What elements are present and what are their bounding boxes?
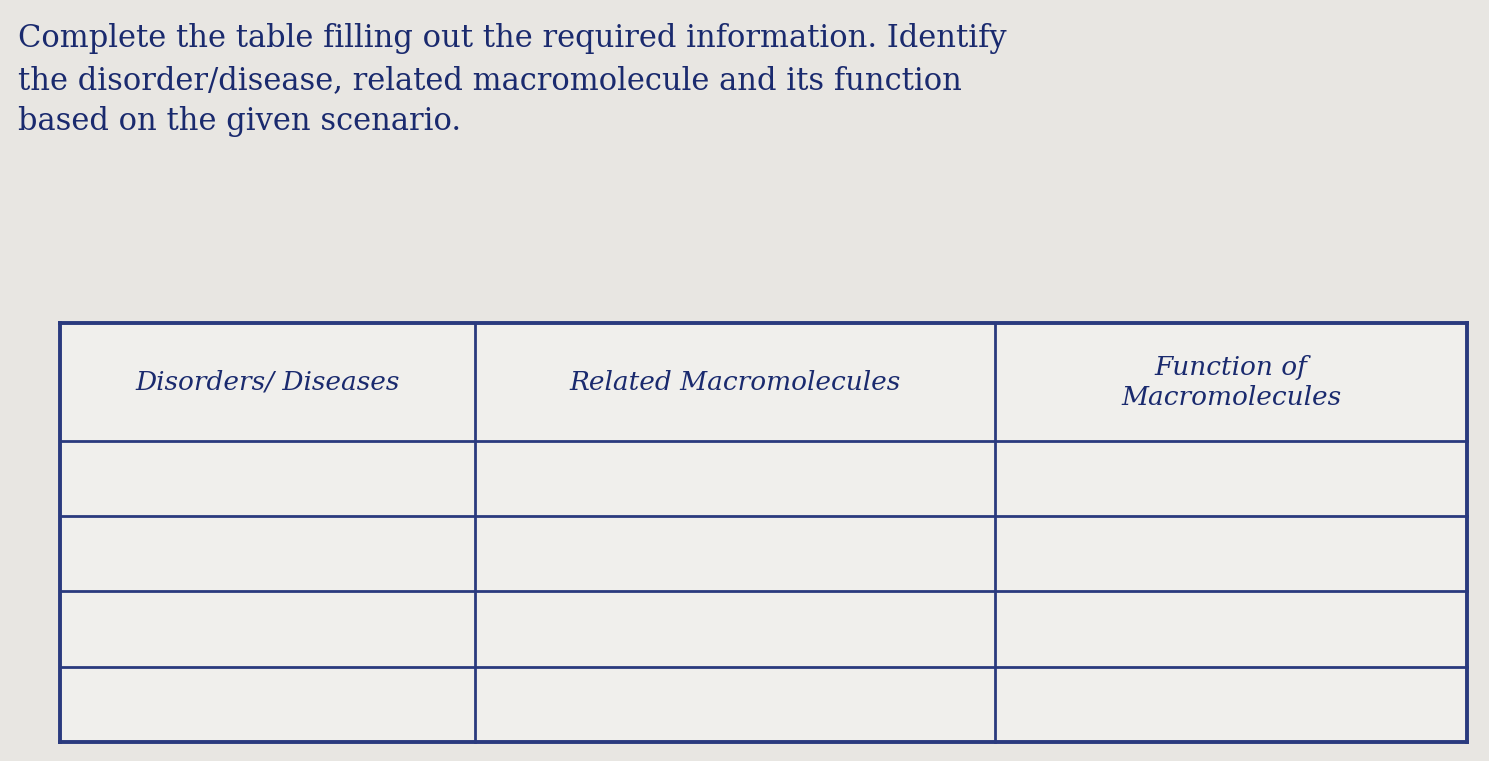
Text: Complete the table filling out the required information. Identify
the disorder/d: Complete the table filling out the requi…: [18, 23, 1007, 138]
Text: Function of
Macromolecules: Function of Macromolecules: [1121, 355, 1342, 409]
Bar: [60, 323, 1467, 742]
Text: Disorders/ Diseases: Disorders/ Diseases: [135, 370, 399, 394]
Text: Related Macromolecules: Related Macromolecules: [569, 370, 901, 394]
